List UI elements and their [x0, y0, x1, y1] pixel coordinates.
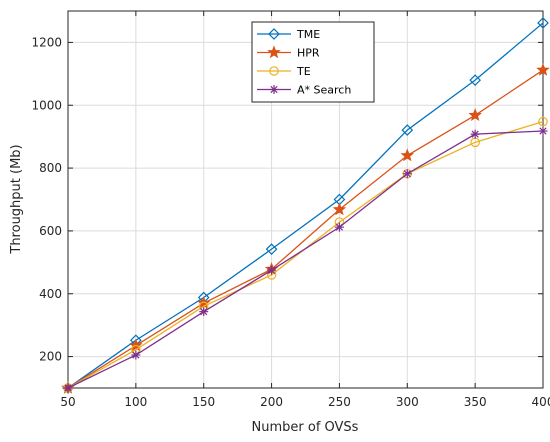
data-point-a-search — [131, 350, 141, 360]
series-line-a-search — [67, 130, 544, 389]
star-marker-shape — [267, 45, 281, 59]
asterisk-marker-stroke — [403, 170, 411, 178]
legend-marker-te — [269, 66, 279, 76]
legend-label-te: TE — [296, 65, 311, 78]
legend-label-hpr: HPR — [297, 47, 320, 60]
asterisk-marker-stroke — [200, 308, 208, 316]
legend-label-tme: TME — [296, 28, 320, 41]
data-point-te — [538, 116, 548, 127]
data-point-a-search — [334, 222, 344, 232]
series-group — [61, 17, 550, 394]
star-marker-shape — [400, 148, 415, 162]
star-marker-shape — [536, 62, 550, 76]
y-axis-title: Throughput (Mb) — [9, 144, 24, 254]
data-point-a-search — [199, 307, 209, 317]
y-tick-label: 600 — [39, 224, 62, 238]
x-tick-label: 200 — [260, 395, 283, 409]
series-hpr — [61, 62, 550, 394]
data-point-a-search — [402, 169, 412, 179]
diamond-marker-shape — [469, 74, 481, 86]
data-point-a-search — [470, 129, 480, 139]
x-tick-label: 250 — [328, 395, 351, 409]
diamond-marker-shape — [268, 28, 280, 40]
data-point-tme — [469, 74, 481, 86]
data-point-tme — [401, 124, 414, 136]
legend-marker-hpr — [267, 45, 281, 59]
y-tick-label: 200 — [39, 350, 62, 364]
asterisk-marker-stroke — [471, 130, 479, 138]
series-line-hpr — [67, 69, 544, 389]
asterisk-marker-stroke — [132, 351, 140, 359]
data-point-hpr — [332, 202, 347, 216]
asterisk-marker-stroke — [270, 85, 278, 94]
x-tick-label: 400 — [532, 395, 550, 409]
x-tick-label: 300 — [396, 395, 419, 409]
y-tick-label: 800 — [39, 161, 62, 175]
circle-marker-shape — [269, 66, 279, 76]
x-tick-label: 150 — [192, 395, 215, 409]
data-point-a-search — [63, 383, 73, 393]
asterisk-marker-stroke — [267, 266, 276, 274]
data-point-hpr — [400, 148, 415, 162]
circle-marker-shape — [538, 116, 548, 127]
x-tick-label: 350 — [464, 395, 487, 409]
diamond-marker-shape — [265, 243, 278, 255]
star-marker-shape — [468, 108, 482, 122]
data-point-a-search — [267, 265, 277, 275]
axis-ticks: 50 100 150 200 250 300 350 400 200 400 600 800 1000 1… — [31, 11, 550, 409]
series-a-search — [63, 126, 548, 393]
x-axis-title: Number of OVSs — [252, 420, 359, 435]
data-point-hpr — [468, 108, 482, 122]
y-tick-label: 1200 — [31, 35, 62, 49]
legend: TME HPR TE A* Search — [251, 21, 375, 103]
data-point-hpr — [536, 62, 550, 76]
data-point-tme — [537, 17, 549, 29]
diamond-marker-shape — [537, 17, 549, 29]
x-tick-label: 50 — [60, 395, 75, 409]
y-tick-label: 400 — [39, 287, 62, 301]
diamond-marker-shape — [401, 124, 414, 136]
series-line-tme — [67, 22, 544, 389]
asterisk-marker-stroke — [64, 384, 72, 392]
plot-area — [67, 10, 544, 389]
data-point-tme — [265, 243, 278, 255]
y-tick-label: 1000 — [31, 98, 62, 112]
star-marker-shape — [332, 202, 347, 216]
data-point-a-search — [538, 126, 548, 136]
asterisk-marker-stroke — [539, 127, 547, 135]
legend-label-a-search: A* Search — [297, 84, 351, 97]
legend-marker-tme — [268, 28, 280, 40]
x-tick-label: 100 — [124, 395, 147, 409]
asterisk-marker-stroke — [335, 223, 344, 231]
legend-marker-a-search — [269, 85, 279, 94]
